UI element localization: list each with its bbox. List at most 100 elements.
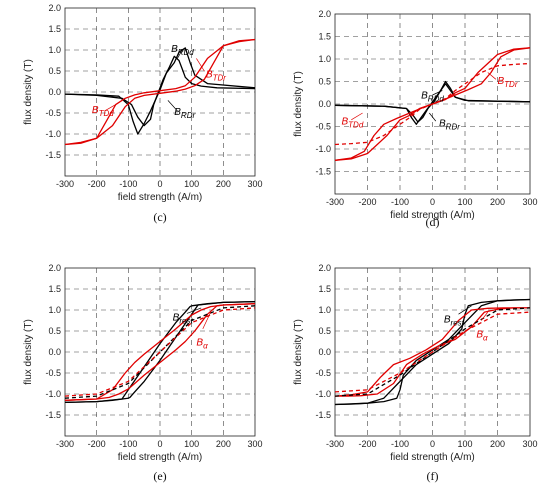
- y-tick-label: -1.5: [315, 410, 331, 420]
- x-tick-label: -200: [358, 439, 376, 449]
- series-line: [65, 38, 255, 146]
- y-tick-label: 1.0: [318, 305, 331, 315]
- x-axis-label: field strength (A/m): [118, 192, 202, 203]
- annotation-leader: [177, 49, 183, 59]
- annotation-label: Bα: [196, 338, 208, 351]
- y-tick-label: 1.0: [318, 54, 331, 64]
- annotation-leader: [167, 100, 178, 112]
- x-tick-label: 0: [157, 179, 162, 189]
- series-line: [335, 307, 530, 397]
- y-tick-label: 1.5: [48, 284, 61, 294]
- annotation-leader: [104, 104, 116, 112]
- panel-caption: (d): [426, 215, 440, 229]
- x-tick-label: -300: [326, 439, 344, 449]
- series-line: [65, 38, 255, 146]
- y-tick-label: -1.5: [45, 410, 61, 420]
- y-tick-label: 1.5: [48, 24, 61, 34]
- annotation-leader: [481, 311, 489, 321]
- series-group: [335, 298, 530, 406]
- annotation-leader: [202, 311, 212, 330]
- y-tick-label: 2.0: [318, 9, 331, 19]
- y-tick-label: -1.5: [315, 167, 331, 177]
- annotation-label: BTDr: [206, 69, 226, 82]
- y-axis-label: flux density (T): [23, 319, 34, 385]
- chart-panel: -300 -200 -100 0 100 200 300 -1.5 -1.0 -0.5 0.0 0.5…: [293, 9, 538, 229]
- y-tick-label: 0.0: [318, 99, 331, 109]
- x-tick-label: 100: [457, 197, 472, 207]
- series-line: [335, 311, 530, 393]
- y-axis-label: flux density (T): [23, 59, 34, 125]
- chart-panel: -300 -200 -100 0 100 200 300 -1.5 -1.0 -0.5 0.0 0.5…: [23, 3, 263, 224]
- x-tick-label: 200: [490, 439, 505, 449]
- y-tick-label: 0.5: [48, 326, 61, 336]
- y-tick-label: 2.0: [318, 263, 331, 273]
- y-tick-label: 1.5: [318, 32, 331, 42]
- series-line: [65, 300, 255, 404]
- y-tick-label: 0.0: [48, 347, 61, 357]
- x-tick-label: -200: [88, 439, 106, 449]
- x-tick-label: 100: [457, 439, 472, 449]
- annotation-label: BTDd: [342, 116, 364, 129]
- x-tick-label: 200: [216, 179, 231, 189]
- series-line: [65, 305, 255, 399]
- x-tick-label: 300: [522, 197, 537, 207]
- y-tick-label: -1.5: [45, 150, 61, 160]
- x-axis-label: field strength (A/m): [390, 452, 474, 463]
- chart-panel: -300 -200 -100 0 100 200 300 -1.5 -1.0 -0.5 0.0 0.5…: [23, 263, 263, 483]
- x-tick-label: 0: [430, 197, 435, 207]
- annotation-label: BTDd: [92, 105, 114, 118]
- series-line: [65, 47, 255, 135]
- y-tick-label: 1.5: [318, 284, 331, 294]
- annotation-leader: [196, 58, 205, 72]
- x-tick-label: 100: [184, 439, 199, 449]
- x-tick-label: -100: [391, 439, 409, 449]
- y-tick-label: 2.0: [48, 263, 61, 273]
- series-line: [65, 307, 255, 397]
- y-tick-label: 0.5: [318, 77, 331, 87]
- y-tick-label: -0.5: [45, 108, 61, 118]
- y-tick-label: 0.0: [318, 347, 331, 357]
- panel-caption: (e): [153, 469, 166, 483]
- x-tick-label: 300: [247, 439, 262, 449]
- y-tick-label: -0.5: [45, 368, 61, 378]
- annotation-leader: [458, 305, 472, 315]
- y-tick-label: -1.0: [45, 389, 61, 399]
- annotation-label: BRDd: [421, 91, 444, 104]
- annotation-label: BRDr: [439, 119, 460, 132]
- x-tick-label: 100: [184, 179, 199, 189]
- annotation-leader: [432, 90, 443, 96]
- x-tick-label: 300: [522, 439, 537, 449]
- series-line: [65, 303, 255, 401]
- annotation-leader: [487, 72, 497, 80]
- x-tick-label: 200: [490, 197, 505, 207]
- annotation-label: BTDr: [498, 76, 518, 89]
- y-tick-label: 0.0: [48, 87, 61, 97]
- annotation-label: BRDr: [174, 107, 195, 120]
- annotation-label: Bα: [476, 329, 488, 342]
- y-tick-label: 2.0: [48, 3, 61, 13]
- x-tick-label: -100: [391, 197, 409, 207]
- y-tick-label: -1.0: [315, 144, 331, 154]
- series-group: [65, 300, 255, 404]
- series-group: [65, 38, 255, 146]
- annotation-leader: [186, 307, 202, 314]
- x-tick-label: -300: [56, 439, 74, 449]
- annotation-leader: [429, 112, 437, 122]
- annotation-label: Brest: [444, 315, 465, 328]
- x-tick-label: -200: [358, 197, 376, 207]
- panel-caption: (c): [153, 210, 166, 224]
- series-line: [335, 298, 530, 406]
- series-line: [335, 307, 530, 397]
- x-tick-label: 300: [247, 179, 262, 189]
- x-tick-label: -100: [119, 179, 137, 189]
- annotation-label: BRDd: [171, 44, 194, 57]
- x-tick-label: -300: [56, 179, 74, 189]
- x-tick-label: -200: [88, 179, 106, 189]
- y-tick-label: 1.0: [48, 305, 61, 315]
- x-axis-label: field strength (A/m): [390, 210, 474, 221]
- annotation-label: Brest: [173, 313, 194, 326]
- x-tick-label: 0: [157, 439, 162, 449]
- y-tick-label: -1.0: [45, 129, 61, 139]
